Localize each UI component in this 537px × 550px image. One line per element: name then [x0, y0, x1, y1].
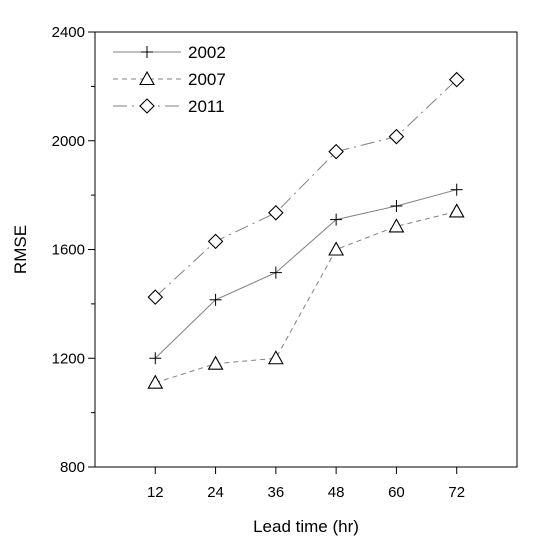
x-tick-label: 24 — [207, 484, 224, 501]
data-point-2011 — [268, 205, 284, 221]
data-point-2002 — [269, 266, 282, 279]
data-point-2007 — [388, 218, 405, 233]
ticks-layer: 800 1200 1600 2000 2400 12 24 36 48 60 72 — [52, 24, 465, 501]
x-tick-label: 36 — [268, 484, 285, 501]
x-tick-label: 48 — [328, 484, 345, 501]
data-point-2011 — [328, 143, 344, 160]
y-tick-label: 1200 — [52, 350, 85, 367]
y-axis-label: RMSE — [11, 225, 30, 274]
x-axis-label: Lead time (hr) — [253, 517, 359, 536]
y-tick-label: 1600 — [52, 242, 85, 259]
legend-marker-2011 — [139, 98, 155, 114]
series-layer — [147, 71, 465, 389]
legend-marker-2007 — [139, 70, 155, 86]
data-point-2011 — [388, 128, 405, 145]
x-tick-label: 12 — [147, 484, 164, 501]
legend-marker-2002 — [141, 46, 153, 58]
plot-frame — [94, 31, 518, 468]
data-point-2007 — [267, 350, 284, 365]
y-tick-label: 2000 — [52, 133, 85, 150]
x-tick-label: 72 — [448, 484, 465, 501]
legend-label-2002: 2002 — [188, 43, 226, 62]
data-point-2002 — [390, 200, 403, 212]
series-line-2011 — [154, 79, 458, 298]
data-point-2007 — [147, 374, 164, 389]
data-point-2011 — [448, 71, 465, 88]
data-point-2011 — [207, 233, 224, 250]
data-point-2002 — [149, 352, 162, 365]
series-line-2007 — [155, 210, 457, 384]
data-point-2002 — [450, 183, 463, 196]
data-point-2002 — [330, 213, 343, 226]
legend-label-2011: 2011 — [188, 97, 225, 116]
y-tick-label: 800 — [60, 459, 85, 476]
legend: 2002 2007 2011 — [113, 43, 226, 116]
legend-label-2007: 2007 — [188, 70, 226, 89]
data-point-2007 — [328, 241, 345, 256]
x-tick-label: 60 — [388, 484, 405, 501]
series-line-2002 — [154, 189, 457, 359]
data-point-2002 — [209, 293, 222, 306]
y-tick-label: 2400 — [52, 24, 85, 41]
data-point-2011 — [147, 289, 164, 305]
data-point-2007 — [207, 355, 224, 370]
data-point-2007 — [448, 203, 465, 218]
